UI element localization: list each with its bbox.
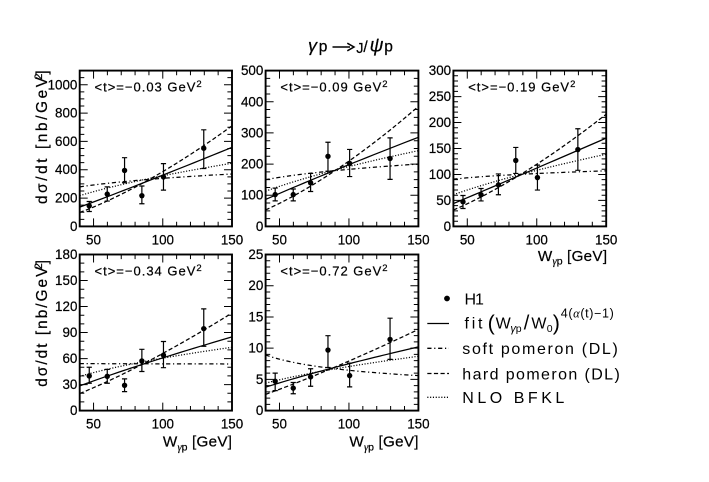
svg-text:(: ( — [488, 311, 496, 335]
svg-text:<t>=−0.03 GeV2: <t>=−0.03 GeV2 — [95, 79, 202, 95]
svg-text:20: 20 — [248, 278, 263, 293]
svg-text:0: 0 — [547, 323, 553, 335]
svg-text:<t>=−0.09 GeV2: <t>=−0.09 GeV2 — [280, 79, 387, 95]
svg-text:150: 150 — [221, 233, 243, 248]
svg-text:dσ/dt [nb/GeV: dσ/dt [nb/GeV — [34, 76, 51, 204]
svg-text:100: 100 — [241, 188, 263, 203]
svg-text:150: 150 — [407, 417, 429, 432]
svg-text:15: 15 — [248, 309, 263, 324]
svg-text:100: 100 — [152, 417, 174, 432]
svg-text:/: / — [363, 39, 368, 56]
svg-text:2: 2 — [33, 73, 45, 79]
svg-text:]: ] — [34, 70, 51, 74]
svg-text:50: 50 — [460, 233, 475, 248]
svg-text:J: J — [356, 41, 363, 57]
svg-text:180: 180 — [55, 247, 77, 262]
svg-text:NLO BFKL: NLO BFKL — [462, 390, 564, 407]
svg-text:50: 50 — [86, 233, 101, 248]
svg-text:50: 50 — [272, 417, 287, 432]
svg-text:dσ/dt [nb/GeV: dσ/dt [nb/GeV — [34, 266, 51, 387]
svg-text:150: 150 — [407, 233, 429, 248]
svg-text:Wγp [GeV]: Wγp [GeV] — [538, 248, 607, 268]
svg-text:Wγp [GeV]: Wγp [GeV] — [349, 434, 418, 454]
svg-text:γ: γ — [510, 323, 517, 335]
svg-text:<t>=−0.19 GeV2: <t>=−0.19 GeV2 — [468, 79, 575, 95]
svg-text:200: 200 — [429, 115, 451, 130]
svg-text:<t>=−0.72 GeV2: <t>=−0.72 GeV2 — [280, 263, 387, 279]
svg-text:150: 150 — [55, 273, 77, 288]
svg-text:100: 100 — [429, 167, 451, 182]
svg-text:p: p — [319, 38, 328, 55]
svg-text:30: 30 — [62, 377, 77, 392]
svg-text:/: / — [524, 313, 530, 335]
svg-text:500: 500 — [241, 63, 263, 78]
svg-text:2: 2 — [33, 263, 45, 269]
svg-text:p: p — [516, 323, 522, 335]
svg-text:60: 60 — [62, 351, 77, 366]
svg-text:200: 200 — [55, 191, 77, 206]
svg-text:800: 800 — [55, 106, 77, 121]
svg-text:5: 5 — [256, 372, 263, 387]
svg-text:W: W — [531, 316, 547, 333]
svg-text:0: 0 — [256, 403, 263, 418]
svg-text:0: 0 — [256, 219, 263, 234]
svg-text:250: 250 — [429, 89, 451, 104]
svg-text:300: 300 — [429, 63, 451, 78]
svg-text:150: 150 — [221, 417, 243, 432]
svg-text:150: 150 — [595, 233, 617, 248]
svg-text:25: 25 — [248, 247, 263, 262]
svg-text:4(α(t)−1): 4(α(t)−1) — [561, 307, 614, 321]
svg-text:<t>=−0.34 GeV2: <t>=−0.34 GeV2 — [95, 263, 202, 279]
svg-text:100: 100 — [338, 417, 360, 432]
svg-text:200: 200 — [241, 157, 263, 172]
svg-text:400: 400 — [55, 162, 77, 177]
svg-text:50: 50 — [436, 193, 451, 208]
svg-text:]: ] — [34, 260, 51, 264]
svg-text:p: p — [384, 38, 393, 55]
svg-text:hard pomeron (DL): hard pomeron (DL) — [462, 366, 620, 383]
svg-text:50: 50 — [272, 233, 287, 248]
svg-text:100: 100 — [152, 233, 174, 248]
svg-text:fit: fit — [465, 316, 484, 333]
svg-text:600: 600 — [55, 134, 77, 149]
svg-text:0: 0 — [70, 219, 77, 234]
svg-text:150: 150 — [429, 141, 451, 156]
svg-text:300: 300 — [241, 125, 263, 140]
svg-text:γ: γ — [308, 35, 318, 55]
svg-text:10: 10 — [248, 341, 263, 356]
svg-text:90: 90 — [62, 325, 77, 340]
svg-text:W: W — [496, 316, 512, 333]
svg-text:100: 100 — [526, 233, 548, 248]
svg-text:): ) — [553, 311, 560, 335]
svg-text:Wγp [GeV]: Wγp [GeV] — [163, 434, 232, 454]
svg-text:1000: 1000 — [48, 77, 78, 92]
svg-text:50: 50 — [86, 417, 101, 432]
svg-text:0: 0 — [444, 219, 451, 234]
svg-text:100: 100 — [338, 233, 360, 248]
svg-text:120: 120 — [55, 299, 77, 314]
svg-text:400: 400 — [241, 94, 263, 109]
svg-text:soft pomeron (DL): soft pomeron (DL) — [462, 341, 618, 358]
svg-text:0: 0 — [70, 403, 77, 418]
svg-text:H1: H1 — [465, 291, 485, 308]
svg-text:ψ: ψ — [370, 35, 384, 56]
